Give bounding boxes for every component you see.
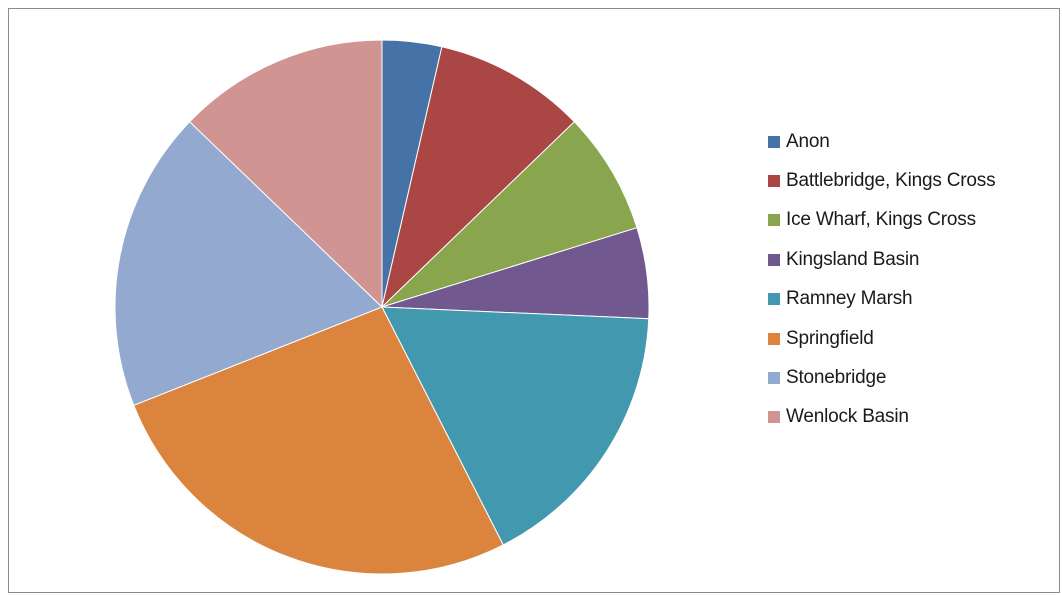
legend-item-battlebridge: Battlebridge, Kings Cross (768, 161, 996, 200)
legend-swatch (768, 293, 780, 306)
legend-label: Wenlock Basin (786, 406, 909, 428)
legend-label: Battlebridge, Kings Cross (786, 170, 996, 192)
legend-item-anon: Anon (768, 122, 995, 161)
pie-slice-stonebridge (114, 121, 383, 406)
legend-item-ramney-marsh: Ramney Marsh (768, 280, 995, 319)
legend-swatch (768, 372, 780, 385)
legend-item-kingsland-basin: Kingsland Basin (768, 240, 995, 279)
legend-item-wenlock-basin: Wenlock Basin (768, 398, 995, 437)
legend-swatch (768, 332, 780, 345)
legend-swatch (768, 253, 780, 266)
legend-label: Springfield (786, 327, 874, 349)
pie-slices (114, 39, 650, 575)
pie-plot (114, 39, 650, 575)
legend-label: Ice Wharf, Kings Cross (786, 209, 976, 231)
legend-label: Anon (786, 130, 830, 152)
legend-label: Kingsland Basin (786, 248, 920, 270)
pie-slice-ramney-marsh (381, 306, 650, 546)
legend-swatch (768, 175, 780, 188)
pie-slice-ice-wharf-kings-cross (381, 121, 638, 308)
legend-item-stonebridge: Stonebridge (768, 358, 995, 397)
legend-swatch (768, 135, 780, 148)
pie-slice-wenlock-basin (188, 39, 383, 309)
legend-swatch (768, 214, 780, 227)
legend-item-springfield: Springfield (768, 319, 995, 358)
chart-area: Anon Battlebridge, Kings Cross Ice Wharf… (8, 8, 1060, 593)
pie-slice-battlebridge-kings-cross (381, 46, 576, 309)
legend-label: Stonebridge (786, 367, 887, 389)
legend-item-ice-wharf: Ice Wharf, Kings Cross (768, 201, 995, 240)
legend-swatch (768, 411, 780, 424)
pie-slice-springfield (133, 306, 504, 575)
legend: Anon Battlebridge, Kings Cross Ice Wharf… (768, 122, 996, 437)
legend-label: Ramney Marsh (786, 288, 913, 310)
